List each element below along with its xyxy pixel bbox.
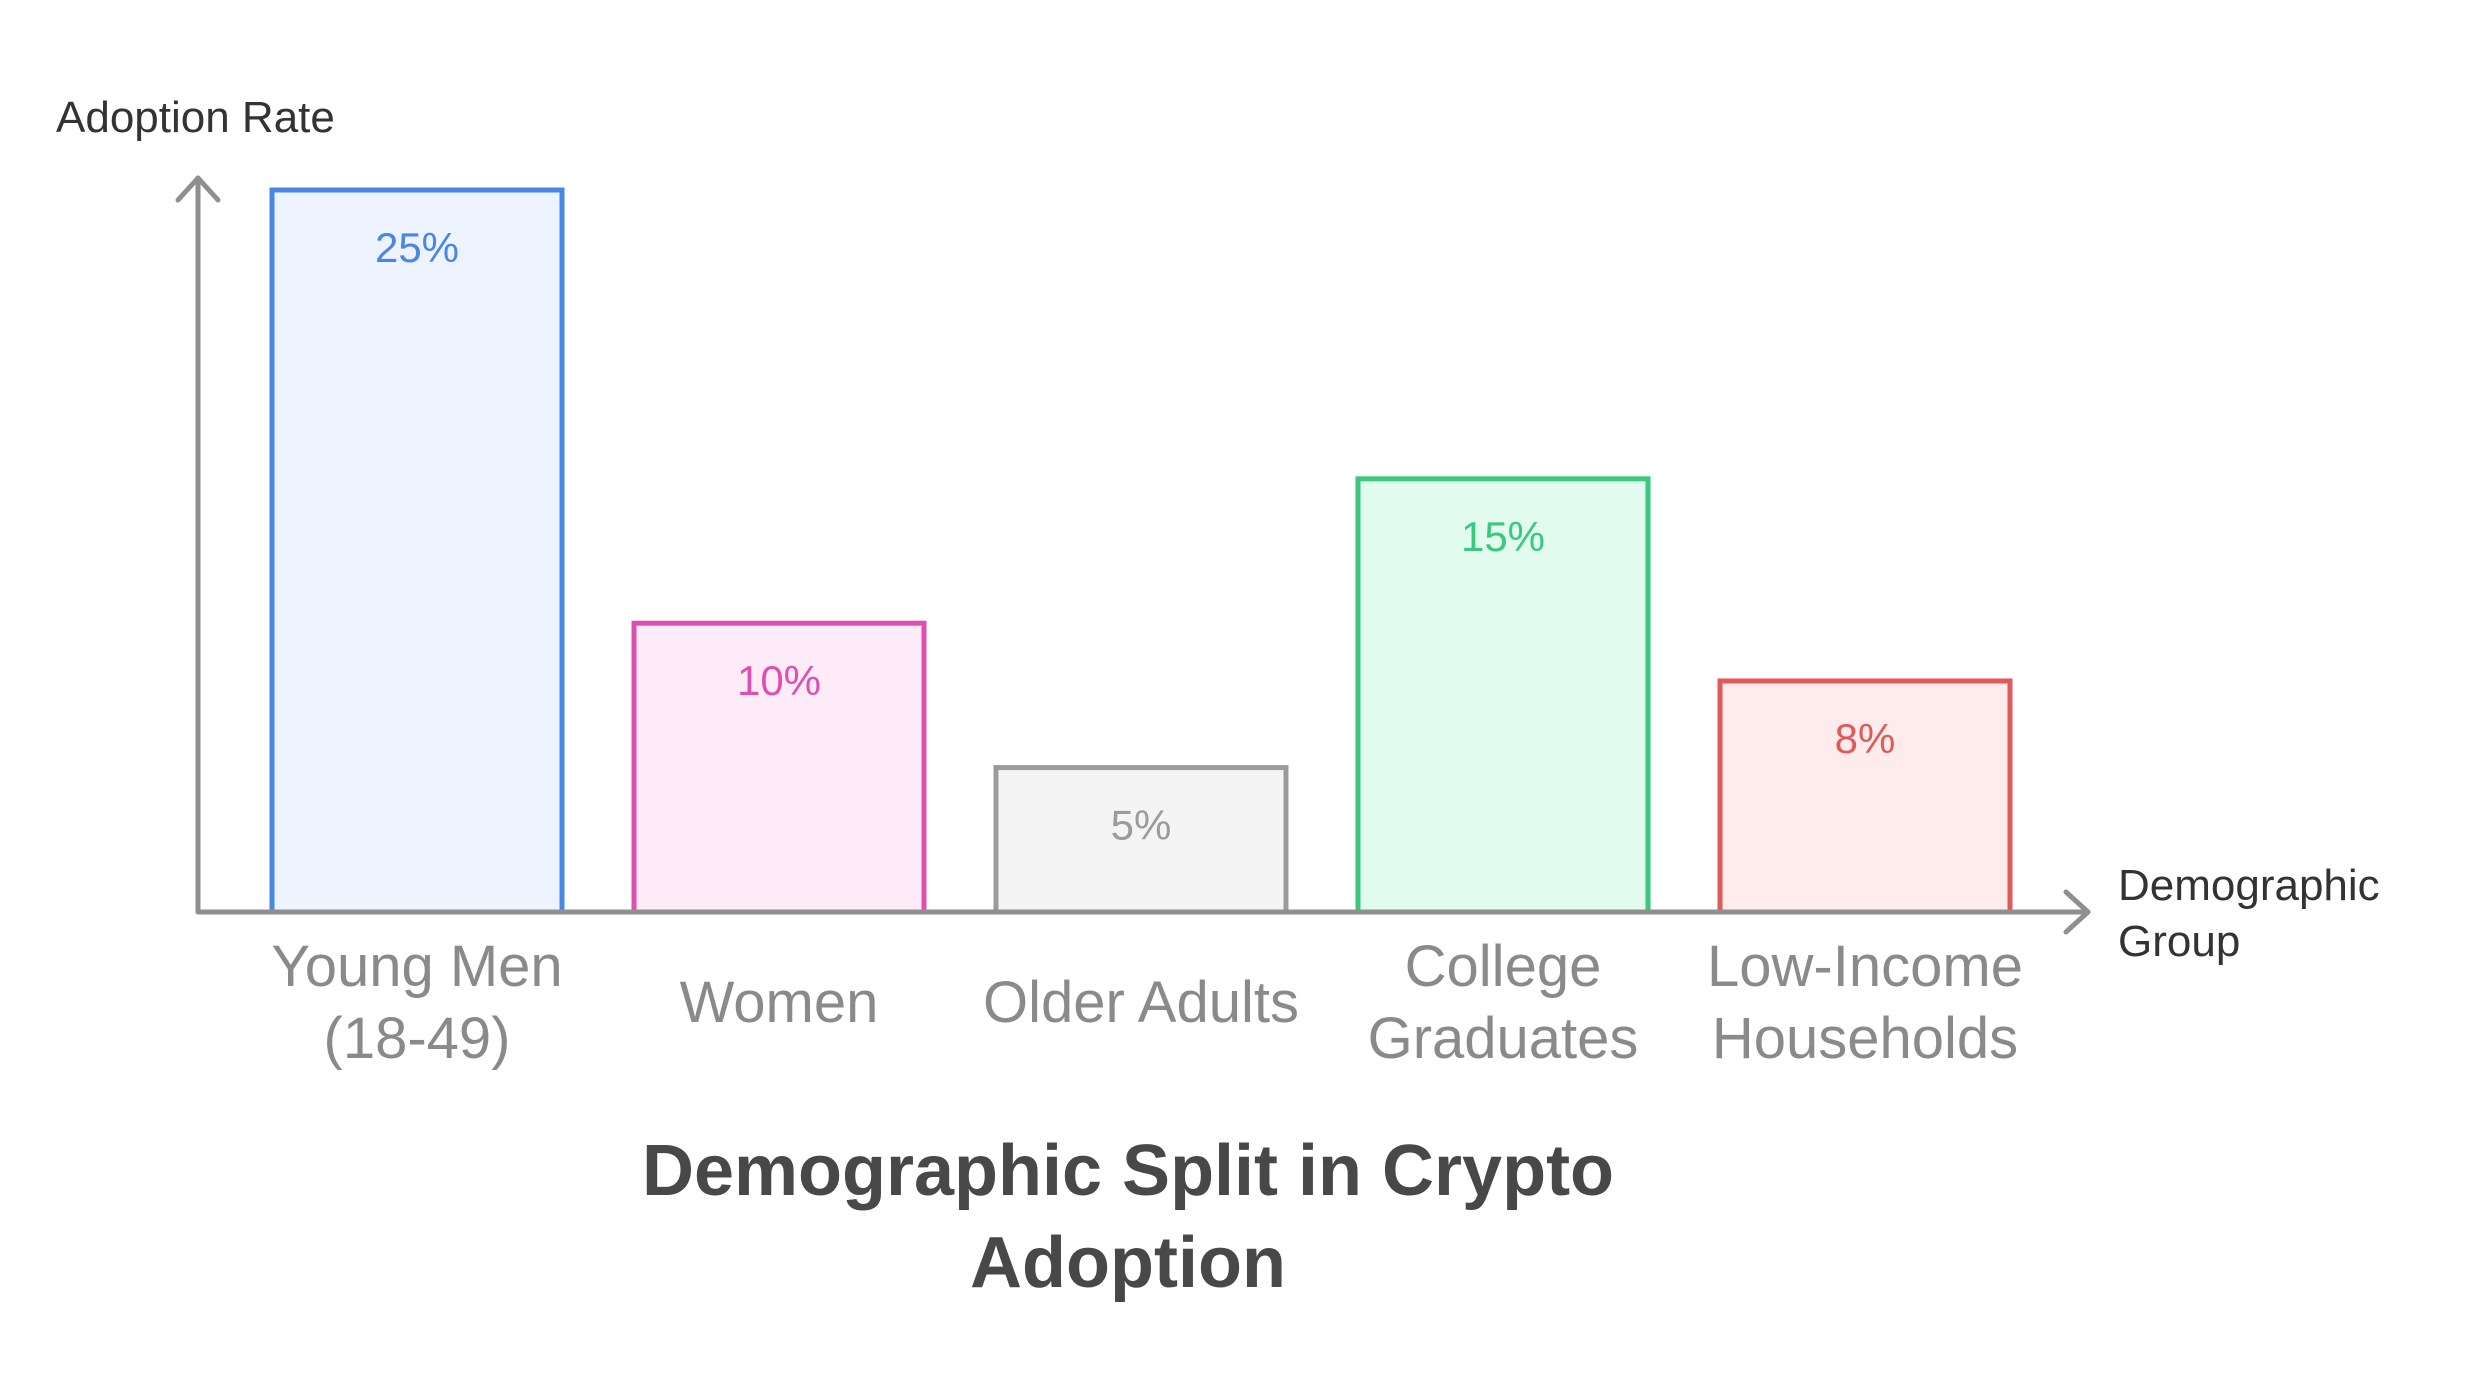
- x-tick-label: College Graduates: [1368, 934, 1639, 1071]
- chart-marks: 25% Young Men (18-49) 10% Women 5% Older Adult…: [269, 187, 2023, 1071]
- x-tick-label: Women: [680, 970, 879, 1035]
- bar-young-men-18-49: [269, 187, 565, 915]
- x-tick-label: Young Men (18-49): [271, 934, 562, 1071]
- y-axis-arrow: [175, 175, 221, 203]
- x-axis-label: Demographic Group: [2118, 861, 2380, 966]
- y-axis-label: Adoption Rate: [56, 93, 335, 142]
- bar-value-label: 15%: [1461, 513, 1545, 560]
- bar-value-label: 5%: [1111, 802, 1172, 849]
- bar-older-adults: [993, 765, 1289, 915]
- x-axis-arrow: [2063, 889, 2091, 935]
- chart-title: Demographic Split in Crypto Adoption: [642, 1131, 1614, 1303]
- bar-low-income-households: [1717, 678, 2013, 915]
- bar-value-label: 10%: [737, 657, 821, 704]
- bar-women: [631, 620, 927, 915]
- x-tick-label: Low-Income Households: [1707, 934, 2023, 1071]
- x-tick-label: Older Adults: [983, 970, 1299, 1035]
- chart-axes: [175, 175, 2091, 935]
- bar-value-label: 25%: [375, 224, 459, 271]
- bar-college-graduates: [1355, 476, 1651, 915]
- bar-value-label: 8%: [1835, 715, 1896, 762]
